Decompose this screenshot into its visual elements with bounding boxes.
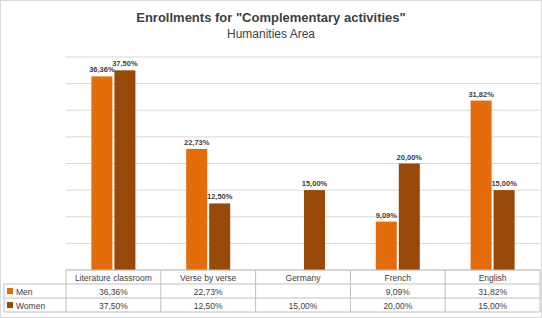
- data-label: 36,36%: [89, 65, 115, 74]
- table-value: 37,50%: [99, 301, 128, 311]
- bar: [376, 222, 397, 270]
- x-tick-label: Literature classroom: [75, 273, 152, 283]
- table-line: [66, 270, 67, 312]
- legend-swatch: [7, 288, 13, 294]
- x-axis-line: [66, 270, 540, 271]
- table-value: 12,50%: [194, 301, 223, 311]
- grid-line: [66, 163, 540, 164]
- x-tick-label: Verse by verse: [180, 273, 236, 283]
- table-value: 15,00%: [478, 301, 507, 311]
- bar: [91, 76, 112, 270]
- table-line: [4, 312, 540, 313]
- table-line: [160, 270, 161, 312]
- bar: [399, 164, 420, 271]
- bar: [304, 190, 325, 270]
- grid-line: [66, 216, 540, 217]
- grid-line: [66, 190, 540, 191]
- chart-container: Enrollments for "Complementary activitie…: [0, 0, 542, 318]
- x-tick-label: French: [385, 273, 412, 283]
- x-tick-label: Germany: [286, 273, 322, 283]
- data-label: 20,00%: [397, 153, 423, 162]
- bar: [209, 203, 230, 270]
- data-label: 37,50%: [112, 59, 138, 68]
- grid-line: [66, 110, 540, 111]
- bars: [91, 70, 514, 270]
- x-tick-label: English: [479, 273, 507, 283]
- bar: [471, 101, 492, 270]
- table-value: 9,09%: [386, 287, 411, 297]
- grid-line: [66, 136, 540, 137]
- bar: [114, 70, 135, 270]
- subtitle: Humanities Area: [227, 27, 315, 41]
- grid-line: [66, 83, 540, 84]
- table-value: 15,00%: [289, 301, 318, 311]
- table-line: [445, 270, 446, 312]
- grid-line: [66, 243, 540, 244]
- grid-line: [66, 57, 540, 58]
- data-label: 12,50%: [207, 192, 233, 201]
- bar: [186, 149, 207, 270]
- data-labels: 36,36% 22,73% 9,09% 31,82% 37,50% 12,50% 15,00…: [89, 59, 517, 219]
- chart-frame: [1, 1, 542, 318]
- grid-line: [66, 270, 540, 271]
- legend-swatch: [7, 302, 13, 308]
- data-label: 9,09%: [376, 211, 398, 220]
- table-value: 22,73%: [194, 287, 223, 297]
- table-value: 36,36%: [99, 287, 128, 297]
- table-line: [255, 270, 256, 312]
- table-line: [540, 270, 541, 312]
- table-value: 20,00%: [383, 301, 412, 311]
- data-label: 22,73%: [184, 138, 210, 147]
- table-value: 31,82%: [478, 287, 507, 297]
- data-label: 15,00%: [302, 179, 328, 188]
- table-line: [4, 298, 540, 299]
- legend-label: Men: [16, 287, 33, 297]
- title: Enrollments for "Complementary activitie…: [136, 10, 406, 25]
- data-label: 15,00%: [491, 179, 517, 188]
- bar: [494, 190, 515, 270]
- legend-label: Women: [16, 301, 45, 311]
- table-line: [4, 284, 5, 312]
- table-line: [4, 284, 540, 285]
- table-line: [350, 270, 351, 312]
- chart-svg: Enrollments for "Complementary activitie…: [0, 0, 542, 318]
- data-label: 31,82%: [468, 90, 494, 99]
